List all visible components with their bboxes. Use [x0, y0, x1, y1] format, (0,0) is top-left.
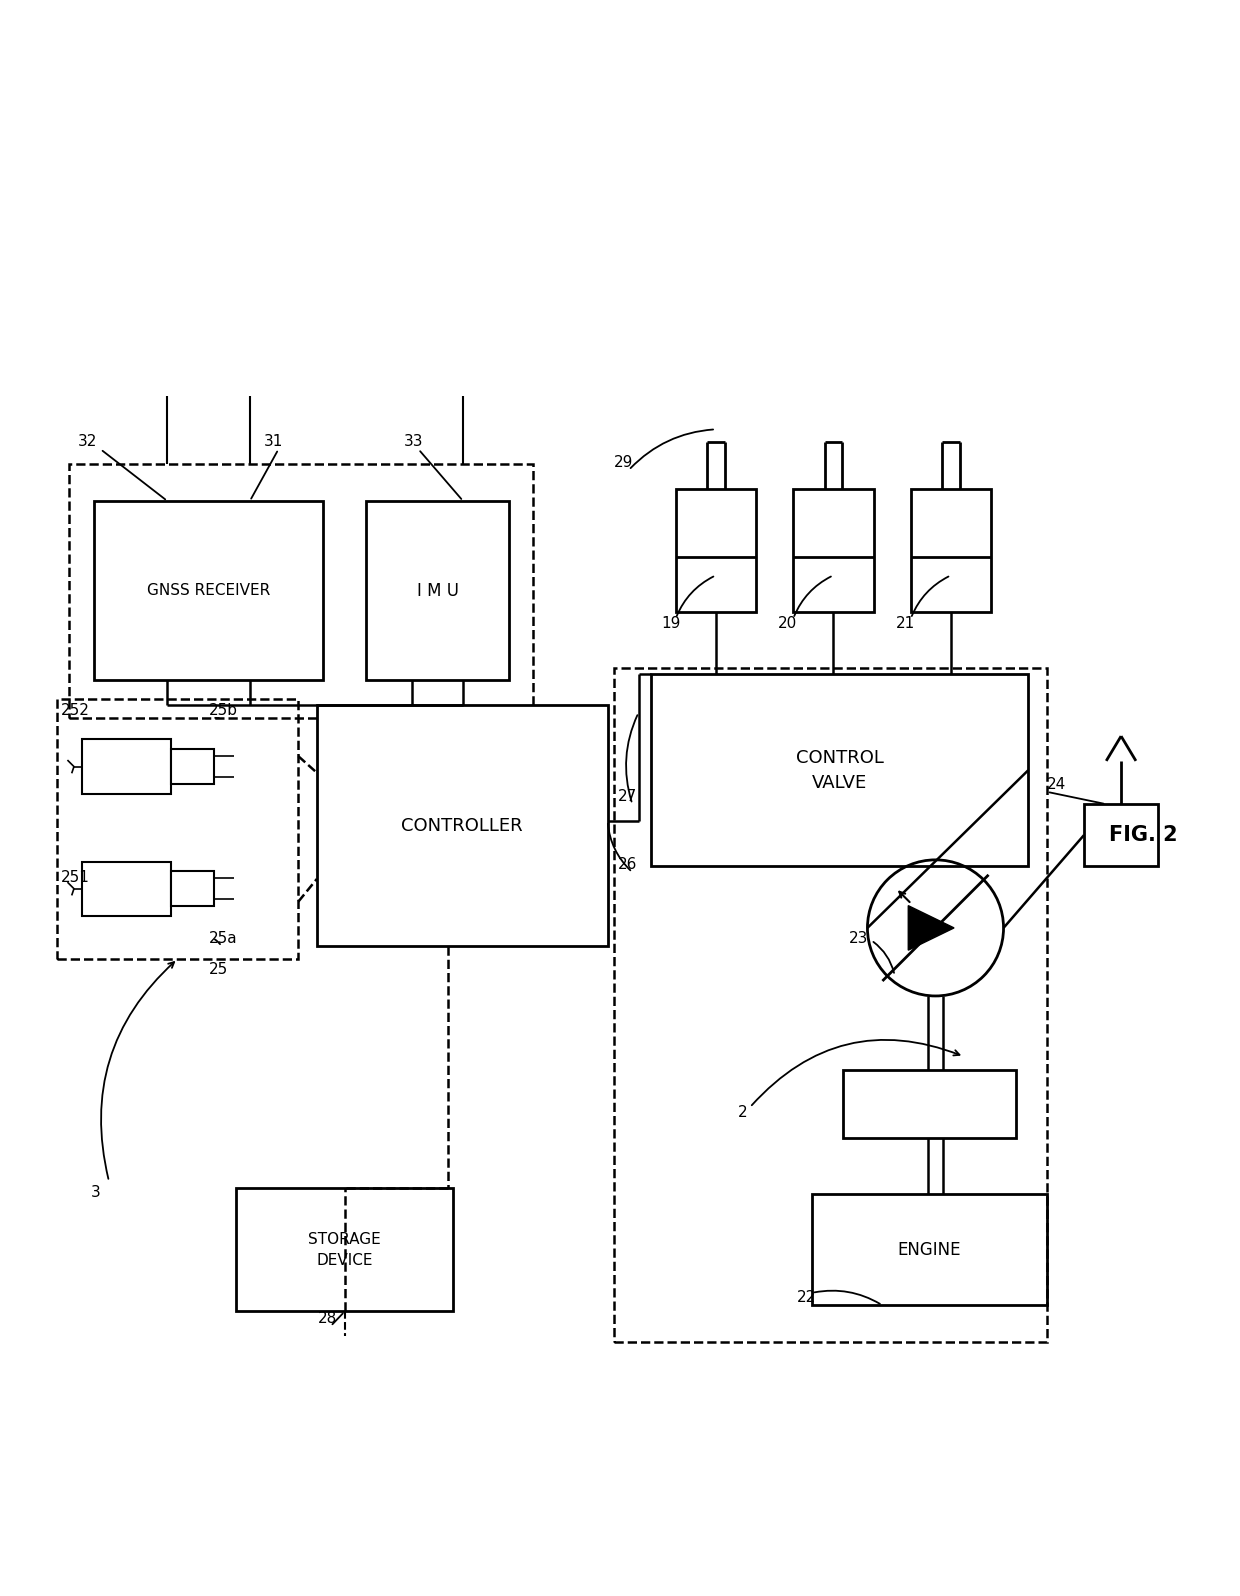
Bar	[676, 488, 756, 613]
Bar	[57, 699, 299, 959]
Bar	[812, 1194, 1047, 1306]
Text: STORAGE
DEVICE: STORAGE DEVICE	[309, 1232, 381, 1267]
Text: 25: 25	[210, 962, 228, 977]
Bar	[237, 1187, 453, 1312]
Text: 20: 20	[779, 616, 797, 630]
Text: 21: 21	[897, 616, 915, 630]
Text: 3: 3	[91, 1186, 100, 1200]
Bar	[1084, 804, 1158, 867]
Text: 252: 252	[61, 702, 89, 718]
Text: 33: 33	[403, 434, 423, 448]
Text: ENGINE: ENGINE	[898, 1240, 961, 1259]
Text: 25b: 25b	[210, 702, 238, 718]
Text: 29: 29	[614, 455, 634, 471]
Polygon shape	[908, 905, 954, 950]
Text: CONTROLLER: CONTROLLER	[402, 817, 523, 835]
Text: 23: 23	[849, 932, 868, 946]
Text: 31: 31	[264, 434, 283, 448]
Bar	[794, 488, 874, 613]
Bar	[366, 501, 508, 680]
Text: 24: 24	[1047, 777, 1066, 792]
Bar	[317, 705, 608, 946]
Bar	[69, 464, 533, 718]
Text: 25a: 25a	[210, 932, 238, 946]
Text: 28: 28	[319, 1312, 337, 1326]
Text: 27: 27	[618, 788, 637, 804]
Text: FIG. 2: FIG. 2	[1109, 825, 1177, 846]
Bar	[171, 871, 215, 907]
Bar	[651, 674, 1028, 867]
Bar	[94, 501, 324, 680]
Bar	[910, 488, 991, 613]
Bar	[614, 669, 1047, 1342]
Bar	[843, 1071, 1016, 1138]
Bar	[82, 739, 171, 793]
Text: CONTROL
VALVE: CONTROL VALVE	[796, 749, 884, 792]
Text: GNSS RECEIVER: GNSS RECEIVER	[148, 583, 270, 598]
Bar	[171, 749, 215, 784]
Text: 26: 26	[618, 857, 637, 873]
Text: 2: 2	[738, 1104, 748, 1120]
Text: 32: 32	[78, 434, 98, 448]
Text: 19: 19	[661, 616, 681, 630]
Text: 251: 251	[61, 870, 89, 884]
Text: 22: 22	[797, 1290, 816, 1306]
Bar	[82, 862, 171, 916]
Text: I M U: I M U	[417, 583, 459, 600]
